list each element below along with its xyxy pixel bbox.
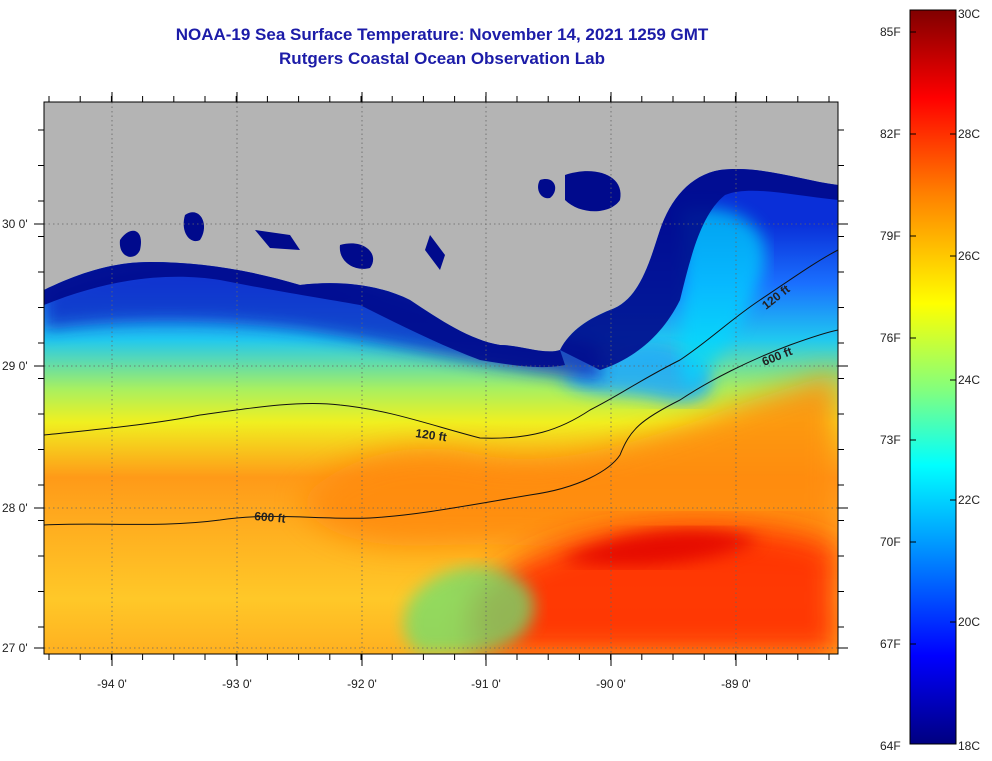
colorbar-label-f: 76F [880,331,901,345]
lon-tick-label: -89 0' [721,677,751,691]
colorbar-ticks [910,31,956,645]
colorbar-label-f: 79F [880,229,901,243]
colorbar-label-f: 70F [880,535,901,549]
lon-tick-label: -91 0' [471,677,501,691]
lon-tick-label: -90 0' [596,677,626,691]
hot-water-pool [470,524,838,654]
lat-tick-label: 29 0' [2,359,28,373]
lake [339,243,374,269]
colorbar-label-c: 24C [958,373,980,387]
contour-120ft [44,249,838,439]
lake [425,235,445,270]
lake [183,212,205,242]
graticule [44,102,838,654]
lat-tick-label: 30 0' [2,217,28,231]
colorbar-label-c: 26C [958,249,980,263]
colorbar-label-f: 82F [880,127,901,141]
colorbar-label-f: 67F [880,637,901,651]
lake [119,230,141,257]
map-title: NOAA-19 Sea Surface Temperature: Novembe… [175,25,709,44]
lake [255,230,300,250]
colorbar-label-c: 22C [958,493,980,507]
bathymetry-contours [44,249,838,526]
lake-pontchartrain [565,171,621,212]
contour-label-120ft-shelf: 120 ft [415,426,448,444]
lon-tick-label: -92 0' [347,677,377,691]
lat-tick-label: 27 0' [2,641,28,655]
colorbar-label-c: 20C [958,615,980,629]
colorbar [909,9,957,745]
hot-water-core [560,529,760,567]
contour-label-600ft-shelf: 600 ft [254,509,286,526]
axis-ticks [34,92,848,666]
cool-eddy [403,566,535,654]
map-subtitle: Rutgers Coastal Ocean Observation Lab [279,49,605,68]
delta-coastline [560,168,838,370]
colorbar-label-c: 18C [958,739,980,753]
lon-tick-label: -93 0' [222,677,252,691]
colorbar-label-f: 73F [880,433,901,447]
colorbar-label-f: 64F [880,739,901,753]
colorbar-label-f: 85F [880,25,901,39]
warm-water-tongue [300,370,838,560]
marsh-coastline [44,262,565,368]
lon-tick-label: -94 0' [97,677,127,691]
land-mass [44,102,838,352]
colorbar-label-c: 28C [958,127,980,141]
lake [538,179,556,199]
lat-tick-label: 28 0' [2,501,28,515]
colorbar-label-c: 30C [958,7,980,21]
sst-raster [44,102,838,654]
contour-600ft [44,329,838,526]
